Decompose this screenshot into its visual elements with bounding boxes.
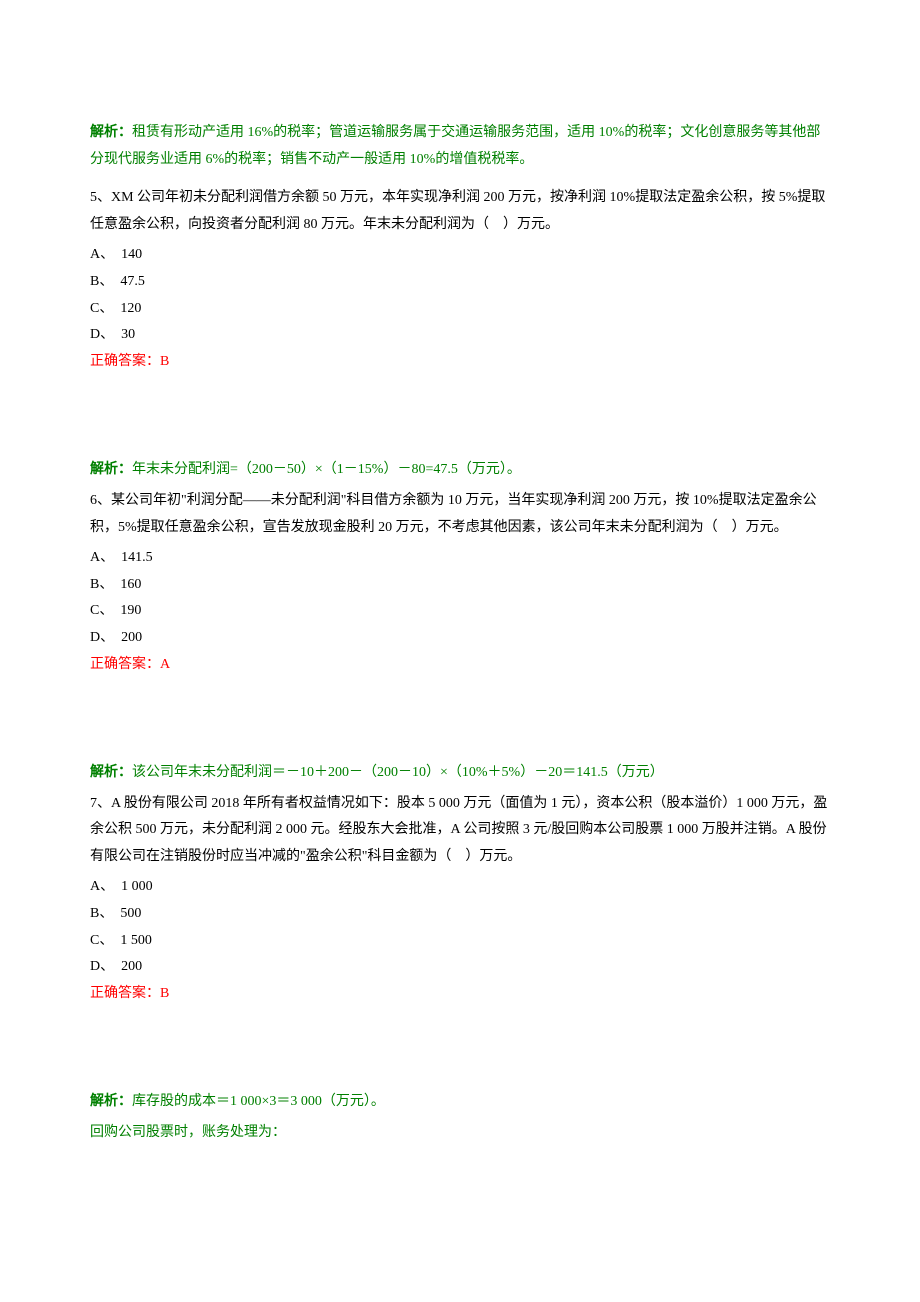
option-b: B、 160: [90, 572, 830, 599]
option-d: D、 30: [90, 322, 830, 349]
spacer: [90, 387, 830, 457]
analysis-paragraph: 解析：租赁有形动产适用 16%的税率；管道运输服务属于交通运输服务范围，适用 1…: [90, 120, 830, 173]
analysis-4: 解析：租赁有形动产适用 16%的税率；管道运输服务属于交通运输服务范围，适用 1…: [90, 120, 830, 173]
analysis-text: 年末未分配利润=（200－50）×（1－15%）－80=47.5（万元）。: [132, 462, 521, 477]
correct-answer: 正确答案：B: [90, 981, 830, 1008]
spacer: [90, 690, 830, 760]
analysis-text: 租赁有形动产适用 16%的税率；管道运输服务属于交通运输服务范围，适用 10%的…: [90, 125, 820, 167]
analysis-6: 解析：该公司年末未分配利润＝－10＋200－（200－10）×（10%＋5%）－…: [90, 760, 830, 787]
question-5: 5、XM 公司年初未分配利润借方余额 50 万元，本年实现净利润 200 万元，…: [90, 185, 830, 375]
option-d: D、 200: [90, 954, 830, 981]
analysis-label: 解析：: [90, 765, 132, 780]
analysis-5: 解析：年末未分配利润=（200－50）×（1－15%）－80=47.5（万元）。: [90, 457, 830, 484]
analysis-7-line2: 回购公司股票时，账务处理为：: [90, 1120, 830, 1147]
correct-answer: 正确答案：B: [90, 349, 830, 376]
option-a: A、 140: [90, 242, 830, 269]
option-c: C、 1 500: [90, 928, 830, 955]
analysis-label: 解析：: [90, 462, 132, 477]
option-b: B、 500: [90, 901, 830, 928]
analysis-label: 解析：: [90, 1094, 132, 1109]
option-a: A、 141.5: [90, 545, 830, 572]
analysis-7-line1: 解析：库存股的成本＝1 000×3＝3 000（万元）。: [90, 1089, 830, 1116]
question-stem: 6、某公司年初"利润分配——未分配利润"科目借方余额为 10 万元，当年实现净利…: [90, 488, 830, 541]
option-b: B、 47.5: [90, 269, 830, 296]
analysis-text: 该公司年末未分配利润＝－10＋200－（200－10）×（10%＋5%）－20＝…: [132, 765, 664, 780]
correct-answer: 正确答案：A: [90, 652, 830, 679]
option-a: A、 1 000: [90, 874, 830, 901]
question-stem: 7、A 股份有限公司 2018 年所有者权益情况如下：股本 5 000 万元（面…: [90, 791, 830, 871]
question-6: 6、某公司年初"利润分配——未分配利润"科目借方余额为 10 万元，当年实现净利…: [90, 488, 830, 678]
option-c: C、 120: [90, 296, 830, 323]
question-stem: 5、XM 公司年初未分配利润借方余额 50 万元，本年实现净利润 200 万元，…: [90, 185, 830, 238]
option-c: C、 190: [90, 598, 830, 625]
spacer: [90, 1019, 830, 1089]
analysis-text: 库存股的成本＝1 000×3＝3 000（万元）。: [132, 1094, 385, 1109]
analysis-label: 解析：: [90, 125, 132, 140]
question-7: 7、A 股份有限公司 2018 年所有者权益情况如下：股本 5 000 万元（面…: [90, 791, 830, 1008]
option-d: D、 200: [90, 625, 830, 652]
